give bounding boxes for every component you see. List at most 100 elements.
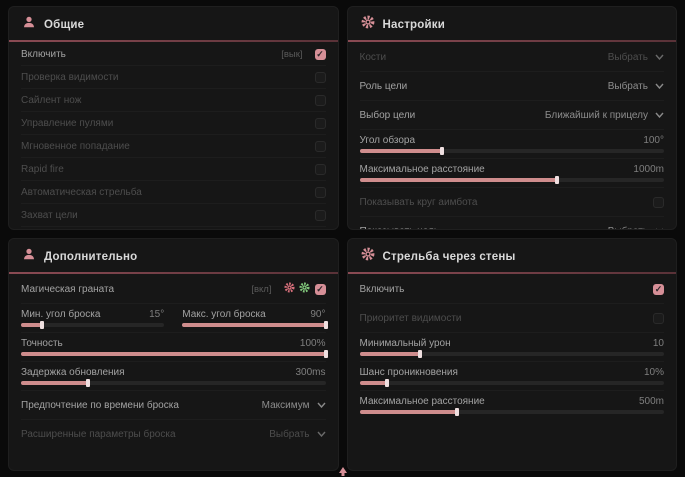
chevron-down-icon <box>655 54 664 60</box>
toggle-row-body-only[interactable]: Стрелять только в тело <box>21 227 326 229</box>
slider-value: 10 <box>652 337 664 349</box>
panel-general-header: Общие <box>9 7 338 40</box>
green-flower-icon[interactable] <box>298 282 310 296</box>
dropdown-row-bones[interactable]: Кости Выбрать <box>359 43 664 72</box>
dropdown-row-target-select[interactable]: Выбор цели Ближайший к прицелу <box>359 101 664 130</box>
fov-slider[interactable] <box>359 147 664 155</box>
checkbox-unchecked[interactable] <box>314 140 326 152</box>
checkbox-unchecked[interactable] <box>314 186 326 198</box>
slider-row-accuracy: Точность 100% <box>21 333 328 362</box>
target-role-dropdown[interactable]: Выбрать <box>608 81 664 92</box>
state-suffix: [вкл] <box>251 283 272 295</box>
scroll-indicator-icon[interactable] <box>338 467 348 476</box>
panel-wallbang-header: Стрельба через стены <box>348 239 677 272</box>
slider-handle[interactable] <box>418 350 423 358</box>
toggle-row-silent-knife[interactable]: Сайлент нож <box>21 89 326 112</box>
max-distance-slider[interactable] <box>359 176 664 184</box>
toggle-row-visibility-check[interactable]: Проверка видимости <box>21 66 326 89</box>
checkbox-unchecked[interactable] <box>314 117 326 129</box>
slider-handle[interactable] <box>85 379 90 387</box>
toggle-row-target-lock[interactable]: Захват цели <box>21 204 326 227</box>
panel-title: Дополнительно <box>44 250 138 263</box>
gear-icon <box>361 247 375 266</box>
slider-value: 500m <box>638 395 664 407</box>
slider-value: 300ms <box>295 366 326 378</box>
wall-max-distance-slider[interactable] <box>359 408 664 416</box>
user-icon <box>22 15 36 34</box>
slider-handle[interactable] <box>323 321 328 329</box>
header-divider <box>347 40 676 42</box>
panel-title: Общие <box>44 18 85 31</box>
toggle-row-instant-hit[interactable]: Мгновенное попадание <box>21 135 326 158</box>
slider-value: 100% <box>299 337 326 349</box>
dropdown-row-advanced-throw[interactable]: Расширенные параметры броска Выбрать <box>21 420 326 448</box>
toggle-row-bullet-control[interactable]: Управление пулями <box>21 112 326 135</box>
gear-icon <box>361 15 375 34</box>
max-throw-angle-slider[interactable] <box>182 321 328 329</box>
slider-row-fov: Угол обзора 100° <box>359 130 664 159</box>
panel-settings-header: Настройки <box>348 7 677 40</box>
panel-general: Общие Включить [вык] ✓ Проверка видимост… <box>8 6 339 230</box>
slider-handle[interactable] <box>454 408 459 416</box>
toggle-row-magic-grenade[interactable]: Магическая граната [вкл] ✓ <box>21 275 326 304</box>
throw-angle-row: Мин. угол броска 15° Макс. угол броска 9… <box>21 304 328 333</box>
target-select-dropdown[interactable]: Ближайший к прицелу <box>545 110 664 121</box>
slider-row-penetration-chance: Шанс проникновения 10% <box>359 362 664 391</box>
show-target-dropdown[interactable]: Выбрать <box>608 226 664 229</box>
toggle-row-wallbang-enable[interactable]: Включить ✓ <box>359 275 664 304</box>
throw-time-pref-dropdown[interactable]: Максимум <box>262 400 326 411</box>
slider-handle[interactable] <box>555 176 560 184</box>
state-suffix: [вык] <box>281 48 303 60</box>
accuracy-slider[interactable] <box>21 350 328 358</box>
checkbox-unchecked[interactable] <box>653 196 664 208</box>
checkbox-unchecked[interactable] <box>653 312 664 324</box>
panel-title: Стрельба через стены <box>382 250 516 263</box>
slider-value: 10% <box>643 366 664 378</box>
slider-row-wall-max-distance: Максимальное расстояние 500m <box>359 391 664 419</box>
slider-row-min-damage: Минимальный урон 10 <box>359 333 664 362</box>
checkbox-checked[interactable]: ✓ <box>314 283 326 295</box>
slider-handle[interactable] <box>40 321 45 329</box>
toggle-row-auto-shoot[interactable]: Автоматическая стрельба <box>21 181 326 204</box>
panel-settings: Настройки Кости Выбрать Роль цели Выбрат… <box>346 6 677 230</box>
checkbox-unchecked[interactable] <box>314 94 326 106</box>
penetration-chance-slider[interactable] <box>359 379 664 387</box>
pink-flower-icon[interactable] <box>283 282 295 296</box>
toggle-row-show-aimbot-circle[interactable]: Показывать круг аимбота <box>359 188 664 217</box>
chevron-down-icon <box>316 431 326 437</box>
toggle-row-enable[interactable]: Включить [вык] ✓ <box>21 43 326 66</box>
dropdown-row-show-target[interactable]: Показывать цель Выбрать <box>360 217 665 229</box>
toggle-row-visibility-priority[interactable]: Приоритет видимости <box>359 304 664 333</box>
update-delay-slider[interactable] <box>21 379 326 387</box>
slider-row-max-distance: Максимальное расстояние 1000m <box>359 159 664 188</box>
panel-title: Настройки <box>382 18 445 31</box>
min-throw-angle-slider[interactable] <box>21 321 165 329</box>
toggle-label: Включить <box>21 48 66 60</box>
slider-handle[interactable] <box>439 147 444 155</box>
slider-value: 15° <box>149 308 165 320</box>
panel-wallbang: Стрельба через стены Включить ✓ Приорите… <box>346 238 677 471</box>
slider-value: 1000m <box>633 163 664 175</box>
dropdown-row-throw-time-pref[interactable]: Предпочтение по времени броска Максимум <box>21 391 326 420</box>
panel-additional: Дополнительно Магическая граната [вкл] ✓ <box>8 238 339 471</box>
slider-handle[interactable] <box>384 379 389 387</box>
bones-dropdown[interactable]: Выбрать <box>608 52 664 63</box>
dropdown-row-target-role[interactable]: Роль цели Выбрать <box>359 72 664 101</box>
advanced-throw-dropdown[interactable]: Выбрать <box>269 429 326 440</box>
header-divider <box>347 272 676 274</box>
checkbox-unchecked[interactable] <box>314 163 326 175</box>
checkbox-unchecked[interactable] <box>314 71 326 83</box>
chevron-down-icon <box>655 112 664 118</box>
min-damage-slider[interactable] <box>359 350 664 358</box>
chevron-down-icon <box>655 83 664 89</box>
toggle-row-rapid-fire[interactable]: Rapid fire <box>21 158 326 181</box>
checkbox-unchecked[interactable] <box>314 209 326 221</box>
checkbox-checked[interactable]: ✓ <box>653 283 664 295</box>
checkbox-checked[interactable]: ✓ <box>314 48 326 60</box>
chevron-down-icon <box>655 228 664 229</box>
slider-row-update-delay: Задержка обновления 300ms <box>21 362 326 391</box>
slider-handle[interactable] <box>323 350 328 358</box>
slider-value: 100° <box>643 134 664 146</box>
slider-row-min-throw-angle: Мин. угол броска 15° <box>21 304 165 332</box>
